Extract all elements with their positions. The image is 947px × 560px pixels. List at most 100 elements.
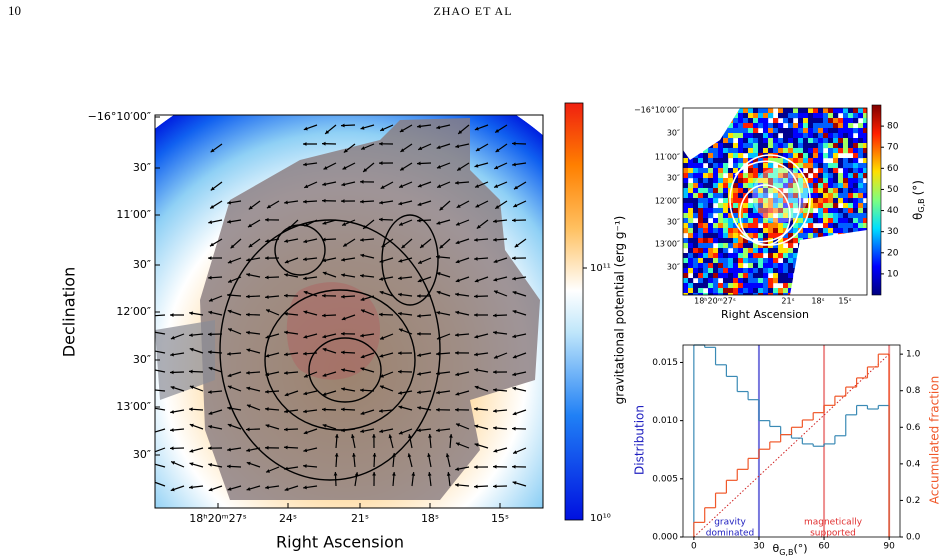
map-cell (783, 113, 789, 119)
map-cell (698, 238, 704, 244)
map-cell (768, 283, 774, 289)
arrow-head (512, 218, 516, 223)
arrow-shaft (155, 314, 166, 317)
map-cell (763, 203, 769, 209)
map-cell (693, 178, 699, 184)
map-cell (828, 218, 834, 224)
map-cell (843, 193, 849, 199)
arrow-head (325, 130, 330, 134)
map-cell (698, 223, 704, 229)
map-cell (848, 113, 854, 119)
map-cell (753, 128, 759, 134)
y-tick-label: 11′00″ (116, 208, 151, 221)
map-cell (808, 168, 814, 174)
arrow-head (493, 237, 497, 242)
map-cell (723, 288, 729, 294)
map-cell (838, 188, 844, 194)
map-cell (813, 193, 819, 199)
map-cell (853, 188, 859, 194)
annotation: supported (810, 529, 856, 539)
map-cell (863, 153, 867, 159)
arrow-head (227, 200, 231, 205)
map-cell (738, 193, 744, 199)
arrow-head (439, 244, 444, 249)
x-tick-label: 15ˢ (491, 512, 509, 525)
map-cell (778, 153, 784, 159)
arrow-head (360, 199, 364, 204)
map-cell (758, 278, 764, 284)
arrow-head (379, 429, 384, 434)
map-cell (733, 203, 739, 209)
arrow-head (303, 334, 308, 339)
map-cell (788, 193, 794, 199)
arrow-head (388, 434, 393, 439)
arrow-head (303, 276, 307, 281)
map-cell (693, 268, 699, 274)
map-cell (843, 188, 849, 194)
arrow-head (284, 311, 288, 316)
map-cell (708, 158, 714, 164)
map-cell (758, 108, 764, 114)
arrow-head (170, 409, 175, 414)
arrow-head (208, 332, 212, 337)
map-cell (768, 113, 774, 119)
map-cell (698, 178, 704, 184)
map-cell (828, 113, 834, 119)
map-cell (723, 208, 729, 214)
map-cell (718, 138, 724, 144)
map-cell (683, 193, 689, 199)
arrow-head (284, 371, 288, 375)
map-cell (753, 193, 759, 199)
map-cell (743, 283, 749, 289)
map-cell (838, 163, 844, 169)
arrow-head (322, 258, 327, 263)
map-cell (778, 123, 784, 129)
map-cell (768, 253, 774, 259)
map-cell (798, 228, 804, 234)
map-cell (683, 278, 689, 284)
map-cell (708, 288, 714, 294)
map-cell (683, 203, 689, 209)
map-cell (713, 183, 719, 189)
colorbar (871, 104, 882, 296)
map-cell (793, 143, 799, 149)
map-cell (808, 158, 814, 164)
map-cell (758, 213, 764, 219)
map-cell (693, 263, 699, 269)
map-cell (698, 278, 704, 284)
map-cell (703, 278, 709, 284)
arrow-head (436, 428, 440, 433)
arrow-head (303, 290, 308, 295)
map-cell (723, 193, 729, 199)
map-cell (843, 213, 849, 219)
map-cell (763, 168, 769, 174)
map-cell (723, 183, 729, 189)
arrow-head (400, 148, 405, 152)
map-cell (778, 293, 784, 295)
map-cell (823, 128, 829, 134)
map-cell (738, 283, 744, 289)
arrow-shaft (155, 481, 166, 487)
map-cell (843, 123, 849, 129)
arrow-head (342, 222, 347, 226)
y2-tick-label: 0.8 (906, 386, 921, 396)
arrow-head (170, 446, 174, 451)
map-cell (683, 283, 689, 289)
map-cell (773, 198, 779, 204)
map-cell (703, 218, 709, 224)
map-cell (753, 183, 759, 189)
map-cell (793, 193, 799, 199)
map-cell (828, 223, 834, 229)
map-cell (853, 153, 859, 159)
y2-tick-label: 1.0 (906, 350, 921, 360)
map-cell (743, 293, 749, 295)
y2-tick-label: 0.6 (906, 423, 921, 433)
arrow-head (398, 328, 403, 333)
map-cell (733, 243, 739, 249)
colorbar-tick-label: 20 (887, 248, 899, 258)
map-cell (688, 228, 694, 234)
map-cell (733, 263, 739, 269)
arrow-head (189, 385, 194, 390)
arrow-head (398, 405, 403, 410)
map-cell (728, 173, 734, 179)
